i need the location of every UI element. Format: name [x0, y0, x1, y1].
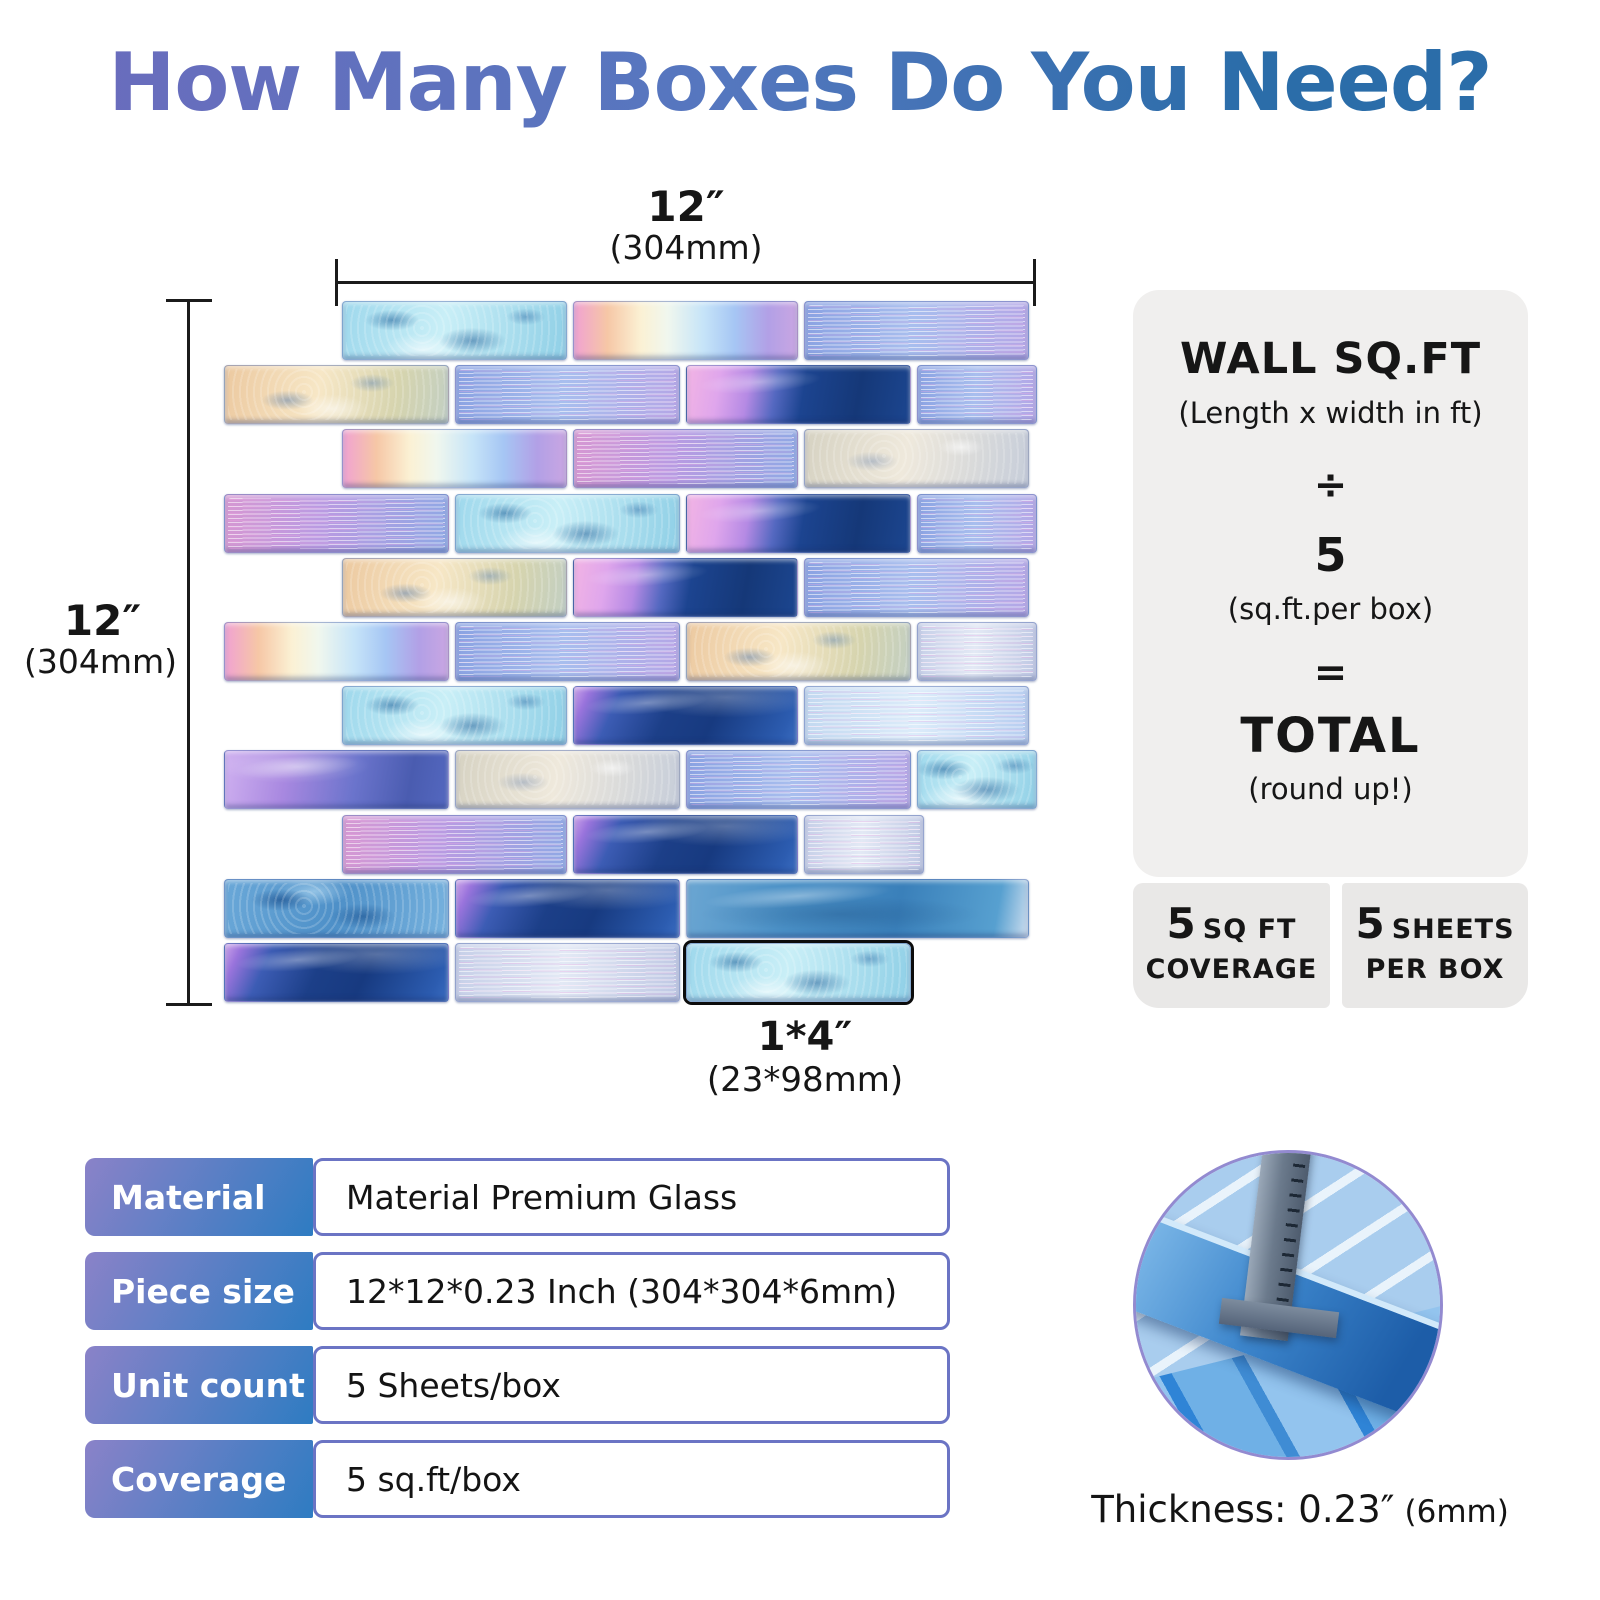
mosaic-tile [224, 494, 449, 553]
spec-label-piece-size: Piece size [85, 1252, 313, 1330]
piece-size-mm-label: (23*98mm) [706, 1060, 904, 1100]
divide-sign: ÷ [1313, 462, 1348, 508]
sheets-caption: PER BOX [1365, 954, 1505, 985]
mosaic-tile [804, 429, 1029, 488]
spec-value-material: Material Premium Glass [313, 1158, 950, 1236]
mosaic-tile [917, 494, 1037, 553]
mosaic-tile [804, 686, 1029, 745]
coverage-unit: SQ FT [1202, 914, 1297, 945]
mosaic-tile [573, 686, 798, 745]
formula-numerator: WALL SQ.FT [1179, 334, 1482, 384]
mosaic-tile [455, 365, 680, 424]
box-calculation-panel: WALL SQ.FT (Length x width in ft) ÷ 5 (s… [1133, 290, 1528, 877]
sheet-width-mm-label: (304mm) [609, 228, 763, 267]
width-dimension-tick-left [335, 259, 338, 306]
mosaic-row [224, 365, 1037, 424]
mosaic-tile [224, 622, 449, 681]
mosaic-tile [455, 879, 680, 938]
mosaic-row [342, 686, 1029, 745]
equals-sign: = [1313, 650, 1348, 696]
spec-label-unit-count: Unit count [85, 1346, 313, 1424]
mosaic-tile [573, 429, 798, 488]
mosaic-tile [455, 622, 680, 681]
sheet-width-inches-label: 12″ [647, 182, 725, 231]
mosaic-tile [455, 494, 680, 553]
formula-result-note: (round up!) [1248, 772, 1413, 806]
piece-size-inches-label: 1*4″ [757, 1014, 853, 1060]
thickness-caption: Thickness: 0.23″ (6mm) [1040, 1488, 1560, 1531]
formula-divisor: 5 [1314, 528, 1347, 582]
mosaic-tile [224, 879, 449, 938]
mosaic-tile [917, 750, 1037, 809]
mosaic-tile [686, 365, 911, 424]
sheets-per-box-badge: 5 SHEETS PER BOX [1342, 883, 1528, 1008]
sheet-height-mm-label: (304mm) [23, 642, 178, 681]
sheets-value: 5 [1355, 899, 1386, 948]
height-dimension-tick-bottom [166, 1003, 212, 1006]
mosaic-tile [342, 429, 567, 488]
mosaic-tile [342, 686, 567, 745]
height-dimension-tick-top [166, 299, 212, 302]
spec-label-material: Material [85, 1158, 313, 1236]
mosaic-row [224, 943, 911, 1002]
mosaic-tile [342, 558, 567, 617]
mosaic-tile [917, 622, 1037, 681]
mosaic-tile [573, 301, 798, 360]
formula-divisor-note: (sq.ft.per box) [1227, 592, 1434, 626]
mosaic-tile [686, 750, 911, 809]
formula-result: TOTAL [1240, 708, 1421, 764]
thickness-photo [1133, 1150, 1443, 1460]
mosaic-tile [804, 301, 1029, 360]
page-title: How Many Boxes Do You Need? [0, 36, 1600, 129]
mosaic-tile [804, 558, 1029, 617]
mosaic-tile [224, 943, 449, 1002]
mosaic-tile [686, 879, 1029, 938]
spec-value-coverage: 5 sq.ft/box [313, 1440, 950, 1518]
mosaic-row [224, 494, 1037, 553]
mosaic-tile [455, 750, 680, 809]
formula-numerator-note: (Length x width in ft) [1178, 396, 1483, 430]
spec-value-piece-size: 12*12*0.23 Inch (304*304*6mm) [313, 1252, 950, 1330]
mosaic-tile [455, 943, 680, 1002]
mosaic-tile-sheet [224, 301, 1037, 1009]
coverage-value: 5 [1166, 899, 1197, 948]
spec-label-coverage: Coverage [85, 1440, 313, 1518]
height-dimension-line [187, 300, 190, 1005]
mosaic-row [224, 622, 1037, 681]
sheet-height-inches-label: 12″ [63, 596, 142, 645]
mosaic-tile [224, 365, 449, 424]
mosaic-tile [342, 301, 567, 360]
mosaic-tile [573, 558, 798, 617]
thickness-caption-main: Thickness: 0.23″ [1091, 1488, 1395, 1531]
mosaic-tile [686, 494, 911, 553]
width-dimension-tick-right [1033, 259, 1036, 306]
mosaic-tile-highlighted [686, 943, 911, 1002]
thickness-caption-sub: (6mm) [1404, 1494, 1509, 1530]
mosaic-row [342, 815, 924, 874]
mosaic-tile [224, 750, 449, 809]
mosaic-tile [573, 815, 798, 874]
mosaic-row [224, 750, 1037, 809]
mosaic-row [342, 558, 1029, 617]
coverage-badge: 5 SQ FT COVERAGE [1133, 883, 1330, 1008]
mosaic-tile [804, 815, 924, 874]
sheets-unit: SHEETS [1391, 914, 1515, 945]
mosaic-row [342, 429, 1029, 488]
mosaic-tile [342, 815, 567, 874]
mosaic-row [224, 879, 1029, 938]
mosaic-tile [917, 365, 1037, 424]
mosaic-tile [686, 622, 911, 681]
width-dimension-line [336, 281, 1036, 284]
coverage-caption: COVERAGE [1145, 954, 1318, 985]
spec-value-unit-count: 5 Sheets/box [313, 1346, 950, 1424]
mosaic-row [342, 301, 1029, 360]
